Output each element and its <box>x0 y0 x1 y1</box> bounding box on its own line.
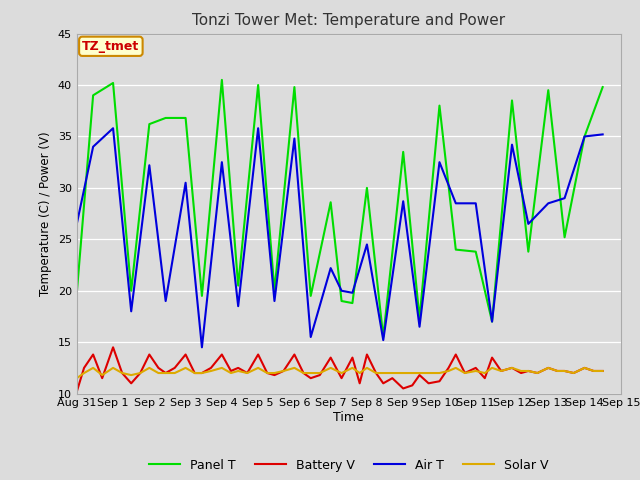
Panel T <box>416 316 424 322</box>
Panel T <box>291 84 298 90</box>
Battery V <box>90 352 97 358</box>
Panel T <box>162 115 170 121</box>
Legend: Panel T, Battery V, Air T, Solar V: Panel T, Battery V, Air T, Solar V <box>144 454 554 477</box>
Panel T <box>363 185 371 191</box>
Line: Solar V: Solar V <box>77 368 603 378</box>
Panel T <box>234 283 242 288</box>
Solar V <box>90 365 97 371</box>
Battery V <box>162 370 170 376</box>
Air T <box>271 298 278 304</box>
Battery V <box>218 352 226 358</box>
Solar V <box>461 370 468 376</box>
Panel T <box>488 319 496 324</box>
Panel T <box>349 300 356 306</box>
Air T <box>90 144 97 150</box>
Air T <box>109 125 117 131</box>
Battery V <box>136 370 144 376</box>
Air T <box>580 133 588 139</box>
Solar V <box>99 372 106 378</box>
Panel T <box>271 288 278 294</box>
Air T <box>327 265 335 271</box>
Solar V <box>218 365 226 371</box>
Panel T <box>73 290 81 296</box>
Battery V <box>461 370 468 376</box>
Air T <box>307 334 315 340</box>
Battery V <box>356 381 364 386</box>
Solar V <box>162 370 170 376</box>
Panel T <box>399 149 407 155</box>
Panel T <box>218 77 226 83</box>
Line: Battery V: Battery V <box>77 348 603 392</box>
Air T <box>291 136 298 142</box>
Air T <box>599 132 607 137</box>
Title: Tonzi Tower Met: Temperature and Power: Tonzi Tower Met: Temperature and Power <box>192 13 506 28</box>
Air T <box>508 142 516 147</box>
Air T <box>162 298 170 304</box>
Air T <box>380 337 387 343</box>
Panel T <box>90 93 97 98</box>
Panel T <box>524 249 532 254</box>
Panel T <box>452 247 460 252</box>
Y-axis label: Temperature (C) / Power (V): Temperature (C) / Power (V) <box>39 132 52 296</box>
Air T <box>416 324 424 330</box>
Panel T <box>327 199 335 205</box>
Panel T <box>380 334 387 340</box>
Air T <box>338 288 346 294</box>
Text: TZ_tmet: TZ_tmet <box>82 40 140 53</box>
Battery V <box>599 368 607 374</box>
Air T <box>182 180 189 186</box>
Air T <box>145 162 153 168</box>
Panel T <box>599 84 607 90</box>
Solar V <box>136 370 144 376</box>
Air T <box>198 345 206 350</box>
Air T <box>561 195 568 201</box>
Air T <box>452 201 460 206</box>
Air T <box>472 201 479 206</box>
Air T <box>524 221 532 227</box>
Panel T <box>182 115 189 121</box>
Panel T <box>109 80 117 86</box>
Solar V <box>73 375 81 381</box>
Air T <box>488 319 496 324</box>
Air T <box>127 309 135 314</box>
Panel T <box>472 249 479 254</box>
Panel T <box>127 288 135 294</box>
Panel T <box>307 293 315 299</box>
Panel T <box>198 293 206 299</box>
Panel T <box>254 82 262 88</box>
Air T <box>399 198 407 204</box>
Panel T <box>338 298 346 304</box>
Panel T <box>561 234 568 240</box>
X-axis label: Time: Time <box>333 411 364 424</box>
Battery V <box>73 389 81 395</box>
Air T <box>218 159 226 165</box>
Panel T <box>436 103 444 108</box>
Panel T <box>508 97 516 103</box>
Solar V <box>599 368 607 374</box>
Battery V <box>109 345 117 350</box>
Panel T <box>580 133 588 139</box>
Air T <box>349 290 356 296</box>
Line: Air T: Air T <box>77 128 603 348</box>
Panel T <box>145 121 153 127</box>
Air T <box>73 221 81 227</box>
Air T <box>363 241 371 247</box>
Air T <box>545 201 552 206</box>
Panel T <box>545 87 552 93</box>
Air T <box>234 303 242 309</box>
Air T <box>254 125 262 131</box>
Line: Panel T: Panel T <box>77 80 603 337</box>
Air T <box>436 159 444 165</box>
Solar V <box>356 370 364 376</box>
